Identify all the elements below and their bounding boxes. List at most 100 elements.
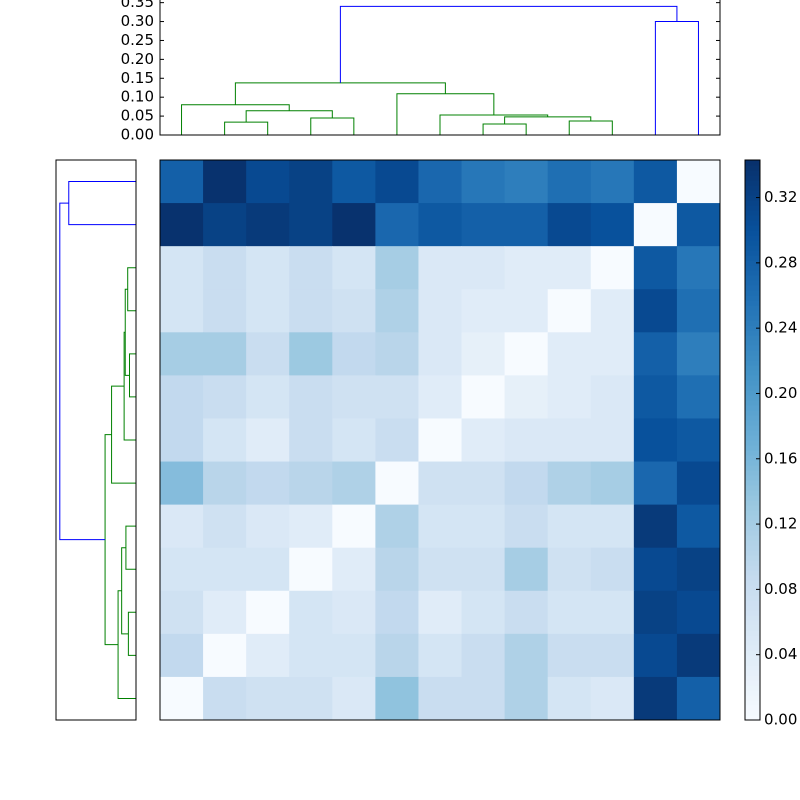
heatmap-cell [289,246,333,290]
colorbar-step [745,560,760,566]
heatmap-cell [590,160,635,204]
heatmap-cell [590,547,635,592]
heatmap-cell [418,504,463,549]
heatmap-cell [203,461,247,506]
colorbar-step [745,270,760,276]
colorbar-step [745,360,760,366]
heatmap-cell [160,418,204,463]
colorbar-step [745,245,760,251]
colorbar-step [745,215,760,221]
colorbar-step [745,555,760,561]
colorbar-tick-label: 0.20 [764,384,797,402]
heatmap-cell [504,461,549,506]
dendrogram-link [127,611,136,656]
heatmap-cell [332,289,376,333]
heatmap-cell [461,418,506,463]
colorbar-step [745,610,760,616]
colorbar-step [745,690,760,696]
heatmap-cell [332,590,376,635]
heatmap-cell [547,547,592,592]
heatmap-cell [375,461,419,506]
heatmap-cell [504,289,549,333]
colorbar-step [745,310,760,316]
heatmap-cell [160,332,204,376]
heatmap-cell [289,590,333,635]
dendrogram-frame [159,0,721,136]
dendrogram-link [482,123,527,135]
colorbar-step [745,465,760,471]
heatmap-cell [504,203,549,247]
colorbar-step [745,700,760,706]
colorbar-step [745,680,760,686]
heatmap-cell [289,203,333,247]
heatmap-cell [375,547,419,592]
heatmap-cell [246,461,290,506]
dendrogram-link [339,5,678,83]
colorbar-step [745,315,760,321]
heatmap-cell [633,590,678,635]
heatmap-cell [203,375,247,419]
colorbar-step [745,585,760,591]
heatmap-cell [504,418,549,463]
heatmap-cell [633,160,678,204]
heatmap-cell [203,289,247,333]
heatmap-cell [418,289,463,333]
y-tick-label: 0.05 [121,107,154,125]
heatmap-frame [159,159,721,721]
heatmap-cell [332,246,376,290]
colorbar-step [745,420,760,426]
heatmap-cell [504,332,549,376]
heatmap-cell [418,375,463,419]
heatmap-cell [203,676,247,721]
colorbar-step [745,490,760,496]
heatmap-cell [547,332,592,376]
top-dendrogram: 0.000.050.100.150.200.250.300.35 [121,0,721,144]
heatmap-cell [461,547,506,592]
heatmap-cell [418,203,463,247]
colorbar-step [745,380,760,386]
heatmap-cell [633,332,678,376]
colorbar-step [745,715,760,721]
heatmap-cell [418,547,463,592]
heatmap-cell [547,676,592,721]
colorbar-step [745,540,760,546]
colorbar-tick-label: 0.12 [764,515,797,533]
heatmap-cell [461,160,506,204]
heatmap-cell [203,246,247,290]
colorbar-tick-label: 0.08 [764,580,797,598]
dendrogram-frame [55,159,137,721]
colorbar-step [745,220,760,226]
colorbar-step [745,525,760,531]
heatmap-cell [418,418,463,463]
colorbar-step [745,395,760,401]
heatmap-cell [203,504,247,549]
colorbar-step [745,200,760,206]
colorbar-step [745,260,760,266]
heatmap-cell [289,504,333,549]
heatmap-cell [418,160,463,204]
colorbar-step [745,655,760,661]
heatmap-cell [676,203,721,247]
heatmap-cell [246,504,290,549]
heatmap-cell [590,590,635,635]
heatmap-cell [504,590,549,635]
heatmap-cell [160,289,204,333]
heatmap-cell [633,504,678,549]
colorbar-frame [744,159,761,721]
colorbar-step [745,545,760,551]
colorbar-step [745,180,760,186]
colorbar-step [745,660,760,666]
colorbar-step [745,675,760,681]
heatmap-cell [160,633,204,678]
heatmap-cell [375,590,419,635]
heatmap-cell [590,332,635,376]
colorbar-tick-label: 0.28 [764,253,797,271]
colorbar-step [745,710,760,716]
colorbar-step [745,285,760,291]
colorbar-step [745,325,760,331]
colorbar-step [745,590,760,596]
colorbar-step [745,595,760,601]
dendrogram-link [181,104,290,135]
colorbar-step [745,510,760,516]
colorbar-step [745,485,760,491]
